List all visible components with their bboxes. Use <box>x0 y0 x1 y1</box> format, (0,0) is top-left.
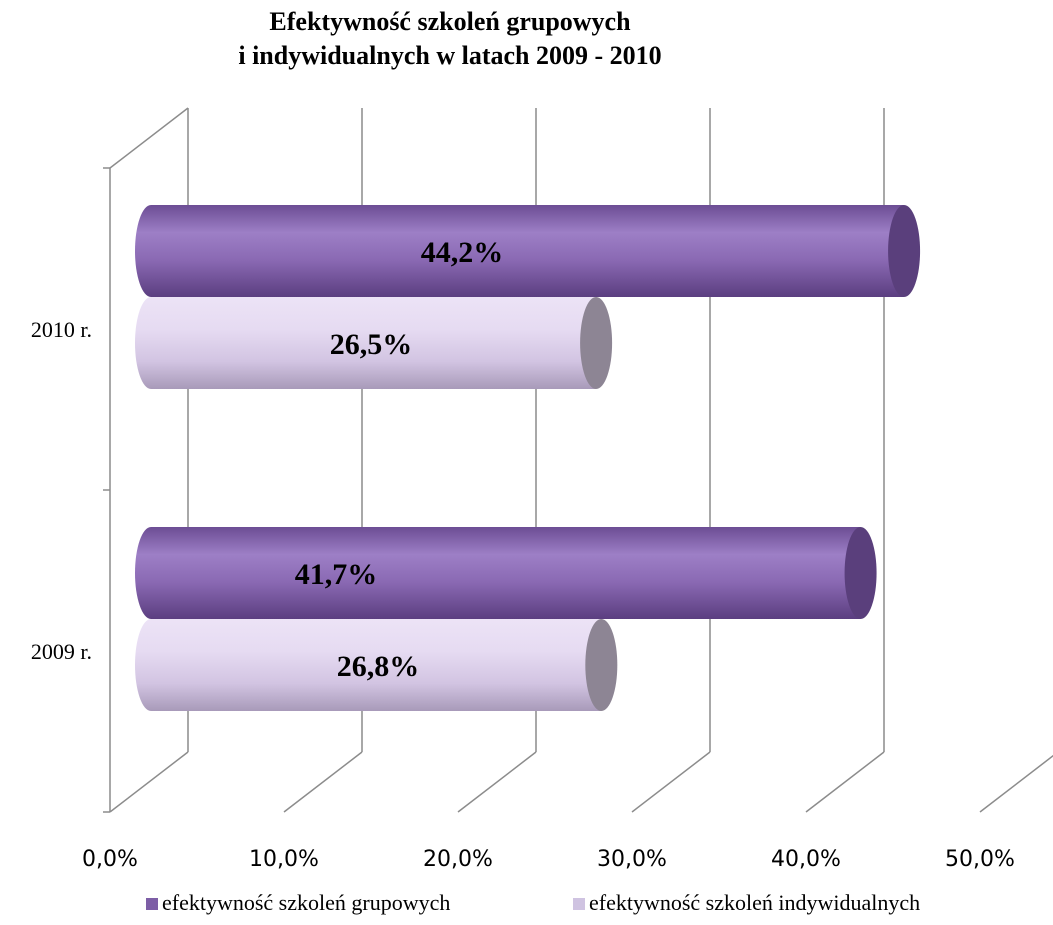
gridline-floor <box>979 754 1053 813</box>
bars: 44,2% 26,5% 41,7% 26,8% <box>135 205 921 711</box>
gridline-floor <box>457 751 537 813</box>
legend-swatch <box>146 898 158 910</box>
bar-body <box>135 619 602 711</box>
chart-title-line-2: i indywidualnych w latach 2009 - 2010 <box>238 41 661 70</box>
data-label: 26,8% <box>337 650 420 683</box>
x-tick-label: 30,0% <box>597 847 667 872</box>
category-label: 2010 r. <box>31 317 92 342</box>
bar-cylinder: 44,2% <box>135 205 921 297</box>
x-tick-label: 40,0% <box>771 847 841 872</box>
category-label: 2009 r. <box>31 639 92 664</box>
bar-end-cap <box>844 527 877 619</box>
legend: efektywność szkoleń grupowych efektywność… <box>146 890 920 915</box>
data-label: 44,2% <box>421 236 504 269</box>
bar-body <box>135 527 861 619</box>
legend-swatch <box>573 898 585 910</box>
x-tick-label: 20,0% <box>423 847 493 872</box>
chart-title-line-1: Efektywność szkoleń grupowych <box>269 7 631 36</box>
gridline-floor <box>283 751 363 813</box>
legend-label: efektywność szkoleń grupowych <box>162 890 450 915</box>
bar-end-cap <box>580 297 613 389</box>
x-tick-label: 50,0% <box>945 847 1015 872</box>
bar-body <box>135 297 597 389</box>
bar-cylinder: 26,8% <box>135 619 618 711</box>
legend-label: efektywność szkoleń indywidualnych <box>589 890 920 915</box>
gridline-floor <box>631 751 711 813</box>
bar-cylinder: 26,5% <box>135 297 613 389</box>
x-tick-label: 0,0% <box>82 847 138 872</box>
bar-body <box>135 205 905 297</box>
gridline-floor <box>805 751 885 813</box>
wall-top-edge <box>109 107 189 169</box>
data-label: 26,5% <box>330 328 413 361</box>
bar-cylinder: 41,7% <box>135 527 877 619</box>
category-labels: 2010 r. 2009 r. <box>31 317 92 664</box>
x-axis-ticks: 0,0% 10,0% 20,0% 30,0% 40,0% 50,0% <box>82 847 1015 872</box>
gridline-floor <box>109 751 189 813</box>
bar-end-cap <box>585 619 618 711</box>
x-tick-label: 10,0% <box>249 847 319 872</box>
bar-end-cap <box>888 205 921 297</box>
data-label: 41,7% <box>295 558 378 591</box>
